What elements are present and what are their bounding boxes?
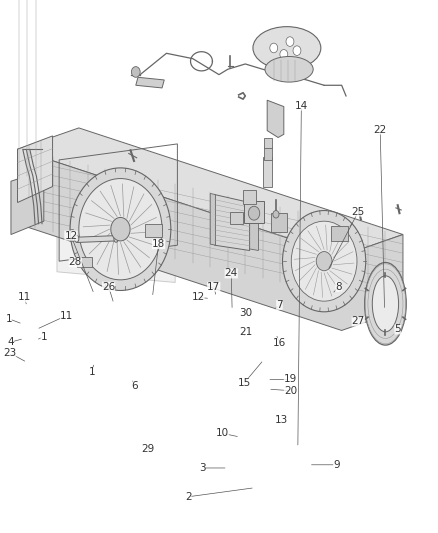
Text: 24: 24 xyxy=(225,269,238,278)
Polygon shape xyxy=(11,171,44,235)
Text: 16: 16 xyxy=(273,338,286,348)
Circle shape xyxy=(293,46,301,55)
Circle shape xyxy=(286,37,294,46)
Polygon shape xyxy=(57,171,175,282)
Circle shape xyxy=(131,67,140,77)
Bar xyxy=(331,226,348,241)
Circle shape xyxy=(316,252,332,271)
Text: 10: 10 xyxy=(216,429,229,438)
Bar xyxy=(77,257,92,266)
Ellipse shape xyxy=(74,236,79,242)
Polygon shape xyxy=(215,195,250,251)
Text: 1: 1 xyxy=(40,332,47,342)
Polygon shape xyxy=(18,128,403,256)
Text: 2: 2 xyxy=(185,492,192,502)
Text: 1: 1 xyxy=(88,367,95,377)
Text: 18: 18 xyxy=(152,239,165,249)
Polygon shape xyxy=(250,203,258,251)
Polygon shape xyxy=(210,193,215,245)
Circle shape xyxy=(280,50,288,59)
Bar xyxy=(145,224,162,237)
Text: 8: 8 xyxy=(335,282,342,292)
Text: 27: 27 xyxy=(352,317,365,326)
Text: 9: 9 xyxy=(333,460,340,470)
Text: 20: 20 xyxy=(284,386,297,395)
Text: 6: 6 xyxy=(131,382,138,391)
Text: 12: 12 xyxy=(64,231,78,240)
Bar xyxy=(264,138,272,148)
Text: 28: 28 xyxy=(69,257,82,267)
Circle shape xyxy=(270,43,278,53)
Polygon shape xyxy=(136,77,164,88)
Bar xyxy=(271,213,287,232)
Polygon shape xyxy=(18,136,53,203)
Text: 4: 4 xyxy=(7,337,14,347)
Text: 25: 25 xyxy=(352,207,365,216)
Text: 29: 29 xyxy=(141,445,155,454)
Text: 3: 3 xyxy=(199,463,206,473)
Text: 7: 7 xyxy=(276,300,283,310)
Text: 12: 12 xyxy=(191,293,205,302)
Ellipse shape xyxy=(253,27,321,69)
Text: 26: 26 xyxy=(102,282,115,292)
Text: 11: 11 xyxy=(18,293,31,302)
Text: 15: 15 xyxy=(238,378,251,387)
Circle shape xyxy=(79,179,162,280)
Circle shape xyxy=(70,168,171,290)
Circle shape xyxy=(111,217,130,241)
Ellipse shape xyxy=(114,236,118,242)
Text: 19: 19 xyxy=(284,375,297,384)
Circle shape xyxy=(248,206,260,220)
Bar xyxy=(230,212,243,224)
Polygon shape xyxy=(267,100,284,138)
Text: 17: 17 xyxy=(207,282,220,292)
Text: 14: 14 xyxy=(295,101,308,110)
Text: 5: 5 xyxy=(394,325,401,334)
Bar xyxy=(244,201,264,223)
Polygon shape xyxy=(18,149,403,330)
Text: 13: 13 xyxy=(275,415,288,425)
Text: 1: 1 xyxy=(5,314,12,324)
Bar xyxy=(264,147,272,160)
Polygon shape xyxy=(77,236,116,243)
Text: 11: 11 xyxy=(60,311,73,320)
Ellipse shape xyxy=(265,56,313,82)
Ellipse shape xyxy=(364,263,406,345)
Text: 23: 23 xyxy=(3,348,16,358)
Circle shape xyxy=(273,211,279,218)
Ellipse shape xyxy=(372,276,399,332)
Text: 30: 30 xyxy=(240,309,253,318)
Circle shape xyxy=(291,221,357,301)
Circle shape xyxy=(283,211,366,312)
Text: 21: 21 xyxy=(240,327,253,336)
Bar xyxy=(263,157,272,187)
Text: 22: 22 xyxy=(374,125,387,134)
Bar xyxy=(243,190,256,204)
